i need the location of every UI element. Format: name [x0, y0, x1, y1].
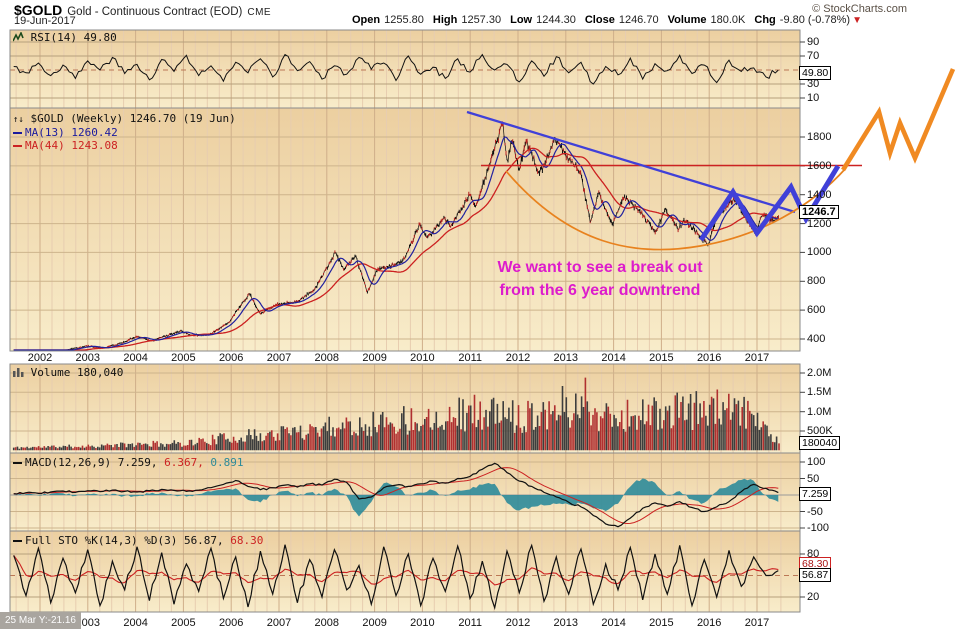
- ma44-legend-label: MA(44) 1243.08: [25, 139, 118, 152]
- rsi-legend-label: RSI(14) 49.80: [30, 31, 117, 44]
- ma44-swatch: [13, 145, 22, 147]
- macd-swatch: [13, 462, 22, 464]
- quote-row: Open 1255.80 High 1257.30 Low 1244.30 Close 124…: [351, 14, 862, 26]
- ma44-legend: MA(44) 1243.08: [13, 139, 118, 152]
- price-current-value-box: 1246.7: [799, 205, 839, 219]
- volume-legend: Volume 180,040: [13, 366, 123, 379]
- sto-k-current-value-box: 56.87: [799, 568, 832, 582]
- price-legend: ↑↓ $GOLD (Weekly) 1246.70 (19 Jun): [13, 112, 236, 127]
- change-down-icon: ▼: [852, 15, 862, 26]
- price-legend-label: $GOLD (Weekly) 1246.70 (19 Jun): [30, 112, 236, 125]
- ma13-legend-label: MA(13) 1260.42: [25, 126, 118, 139]
- sto-legend-main: Full STO %K(14,3) %D(3) 56.87,: [25, 534, 224, 547]
- sto-legend: Full STO %K(14,3) %D(3) 56.87, 68.30: [13, 534, 263, 547]
- exchange: CME: [247, 7, 272, 18]
- volume-legend-label: Volume 180,040: [30, 366, 124, 379]
- chart-header: $GOLD Gold - Continuous Contract (EOD) CME…: [0, 0, 973, 28]
- macd-legend-signal: 6.367,: [157, 456, 204, 469]
- annotation-text: We want to see a break out from the 6 ye…: [450, 256, 750, 302]
- sto-swatch: [13, 540, 22, 542]
- copyright: © StockCharts.com: [812, 3, 907, 15]
- sto-legend-signal: 68.30: [223, 534, 264, 547]
- annotation-line2: from the 6 year downtrend: [499, 282, 701, 299]
- macd-current-value-box: 7.259: [799, 487, 832, 501]
- ma13-legend: MA(13) 1260.42: [13, 126, 118, 139]
- macd-legend-main: MACD(12,26,9) 7.259,: [25, 456, 158, 469]
- hover-data-tooltip: 25 Mar Y:-21.16: [0, 612, 81, 629]
- macd-legend-hist: 0.891: [203, 456, 244, 469]
- symbol: $GOLD: [14, 2, 63, 18]
- rsi-current-value-box: 49.80: [799, 66, 832, 80]
- symbol-description: Gold - Continuous Contract (EOD): [67, 6, 243, 18]
- chart-date: 19-Jun-2017: [14, 15, 76, 27]
- volume-icon: [13, 368, 24, 377]
- macd-legend: MACD(12,26,9) 7.259, 6.367, 0.891: [13, 456, 244, 469]
- annotation-line1: We want to see a break out: [497, 259, 703, 276]
- volume-current-value-box: 180040: [799, 436, 841, 450]
- price-icon: ↑↓: [13, 115, 24, 125]
- rsi-legend: RSI(14) 49.80: [12, 31, 117, 44]
- indicator-icon: [12, 31, 24, 42]
- ma13-swatch: [13, 132, 22, 134]
